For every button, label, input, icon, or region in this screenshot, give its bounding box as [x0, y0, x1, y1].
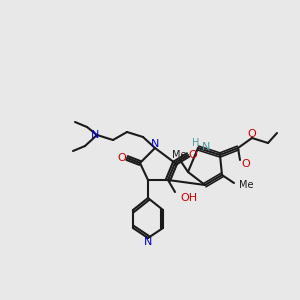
Text: N: N [202, 142, 210, 152]
Text: OH: OH [180, 193, 197, 203]
Text: N: N [151, 139, 159, 149]
Text: H: H [192, 138, 200, 148]
Text: Me: Me [239, 180, 254, 190]
Text: O: O [248, 129, 256, 139]
Text: O: O [242, 159, 250, 169]
Text: N: N [144, 237, 152, 247]
Text: O: O [189, 150, 197, 160]
Text: N: N [91, 130, 99, 140]
Text: O: O [118, 153, 126, 163]
Text: Me: Me [172, 150, 186, 160]
